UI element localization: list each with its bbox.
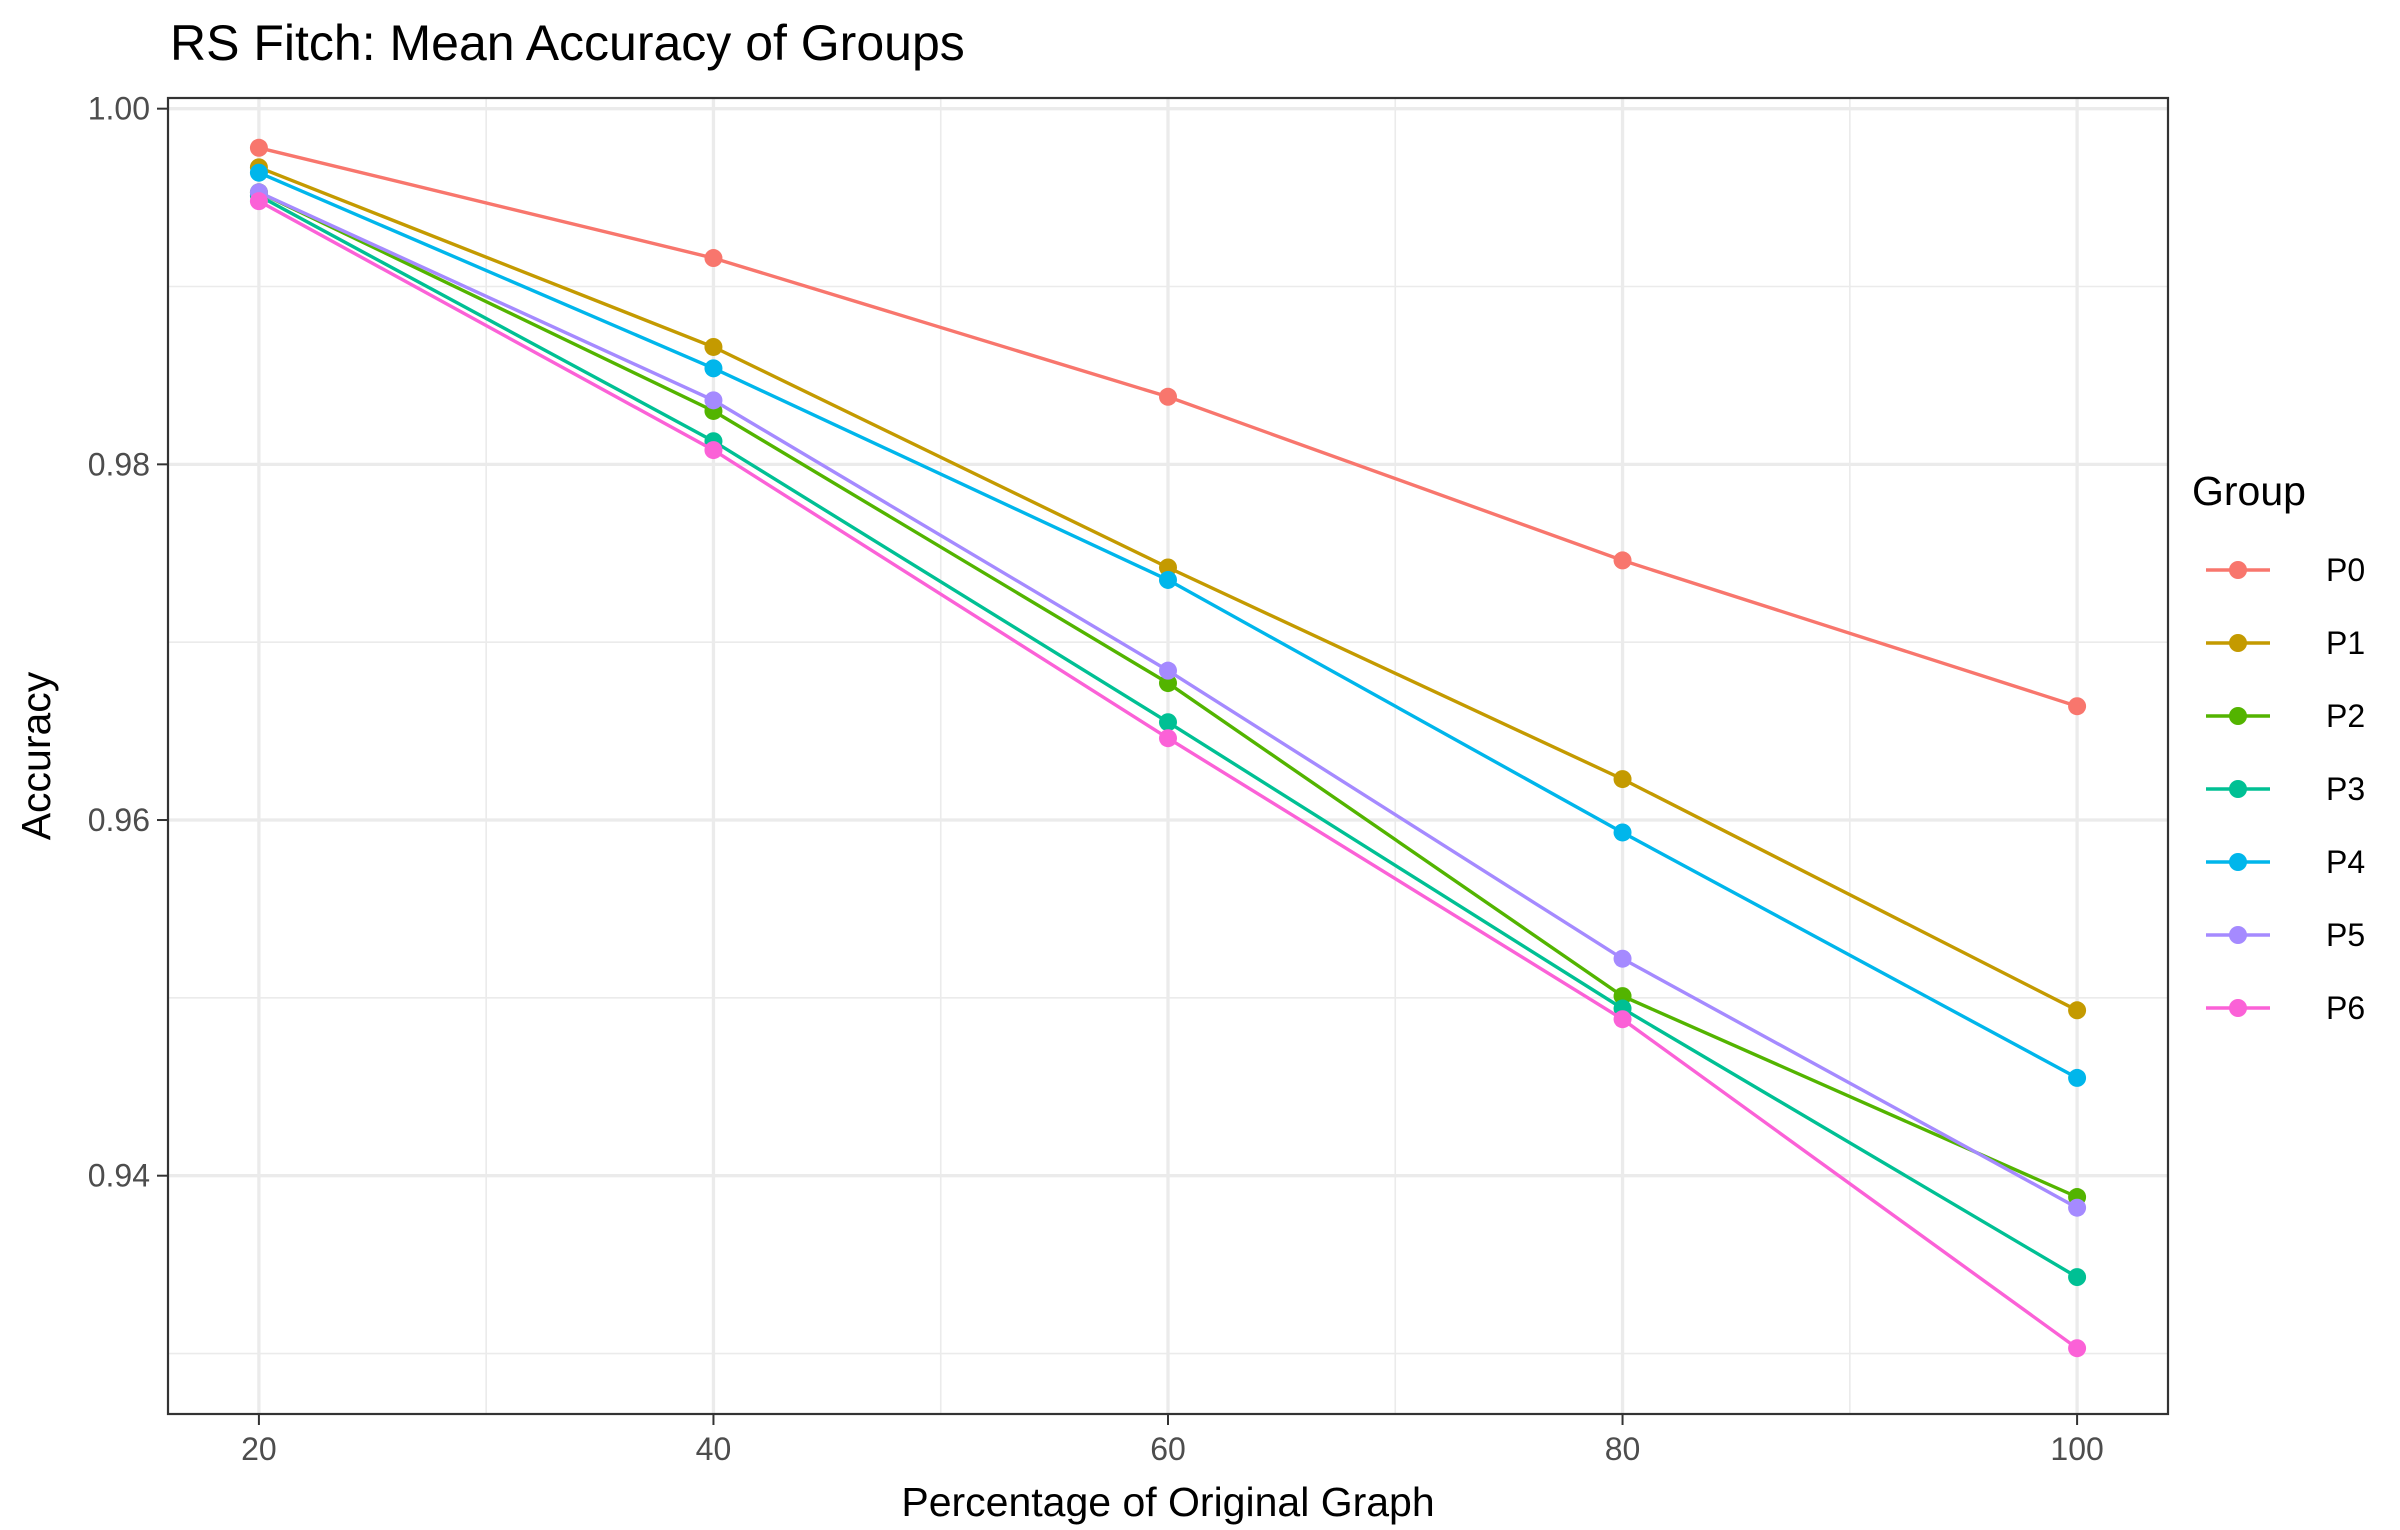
legend-key-point — [2229, 780, 2247, 798]
series-p0 — [249, 138, 2087, 716]
data-point — [1159, 558, 1177, 577]
legend: Group P0 P1 P2 P3 P4 P5 P6 — [2192, 468, 2365, 1026]
legend-item: P5 — [2206, 917, 2365, 953]
x-tick-label: 40 — [696, 1431, 732, 1467]
data-point — [1613, 823, 1632, 842]
y-tick-label: 0.96 — [88, 802, 150, 838]
chart-title: RS Fitch: Mean Accuracy of Groups — [170, 15, 965, 71]
legend-key-point — [2229, 853, 2247, 871]
data-point — [2068, 1001, 2087, 1020]
data-point — [704, 249, 723, 268]
data-point — [704, 359, 723, 378]
legend-label: P0 — [2326, 552, 2365, 588]
data-point — [704, 337, 723, 356]
legend-label: P3 — [2326, 771, 2365, 807]
data-point — [249, 163, 268, 182]
x-tick-label: 100 — [2050, 1431, 2103, 1467]
series-p4 — [249, 163, 2087, 1087]
data-point — [1159, 661, 1177, 680]
data-point — [1613, 949, 1632, 968]
legend-label: P5 — [2326, 917, 2365, 953]
x-tick-label: 80 — [1605, 1431, 1641, 1467]
legend-label: P4 — [2326, 844, 2365, 880]
data-point — [1613, 551, 1632, 570]
y-axis-title: Accuracy — [13, 671, 59, 840]
data-point — [1613, 1010, 1632, 1029]
legend-title: Group — [2192, 468, 2306, 514]
legend-key-point — [2229, 926, 2247, 944]
data-point — [704, 391, 723, 410]
y-tick-label: 1.00 — [88, 91, 150, 127]
legend-key-point — [2229, 561, 2247, 579]
data-point — [2068, 1068, 2087, 1087]
legend-item: P1 — [2206, 625, 2365, 661]
axes: 20 40 60 80 100 0.94 0.96 0.98 1.00 — [88, 91, 2104, 1467]
legend-label: P6 — [2326, 990, 2365, 1026]
data-point — [2068, 1198, 2087, 1217]
legend-item: P6 — [2206, 990, 2365, 1026]
grid — [168, 98, 2168, 1414]
legend-item: P3 — [2206, 771, 2365, 807]
series-p5 — [249, 183, 2087, 1217]
y-tick-label: 0.94 — [88, 1158, 150, 1194]
y-tick-label: 0.98 — [88, 446, 150, 482]
data-point — [2068, 1339, 2087, 1358]
legend-label: P1 — [2326, 625, 2365, 661]
legend-key-point — [2229, 634, 2247, 652]
data-point — [1159, 674, 1177, 693]
legend-key-point — [2229, 999, 2247, 1017]
legend-key-point — [2229, 707, 2247, 725]
data-point — [704, 441, 723, 460]
x-axis-title: Percentage of Original Graph — [901, 1479, 1434, 1525]
x-tick-label: 20 — [241, 1431, 277, 1467]
data-point — [1613, 987, 1632, 1006]
x-tick-label: 60 — [1150, 1431, 1186, 1467]
data-point — [2068, 1268, 2087, 1287]
data-point — [1159, 570, 1177, 589]
legend-label: P2 — [2326, 698, 2365, 734]
data-point — [1613, 770, 1632, 789]
data-point — [249, 138, 268, 157]
data-point — [1159, 713, 1177, 732]
series — [249, 138, 2087, 1358]
series-p6 — [249, 192, 2087, 1358]
data-point — [1159, 387, 1177, 406]
legend-item: P0 — [2206, 552, 2365, 588]
data-point — [2068, 697, 2087, 716]
data-point — [1159, 729, 1177, 748]
data-point — [249, 192, 268, 211]
legend-item: P4 — [2206, 844, 2365, 880]
legend-item: P2 — [2206, 698, 2365, 734]
